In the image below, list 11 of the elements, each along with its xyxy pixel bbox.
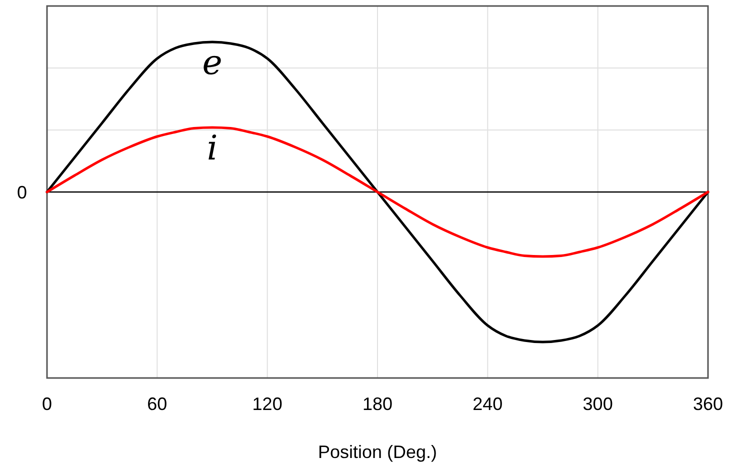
ref-line-label: 0 (16, 182, 28, 202)
series-label: i (206, 128, 218, 168)
x-tick-label: 60 (147, 394, 168, 414)
x-tick-label: 0 (42, 394, 52, 414)
x-tick-label: 120 (252, 394, 282, 414)
x-tick-label: 240 (472, 394, 503, 414)
x-tick-label: 180 (362, 394, 393, 414)
x-tick-label: 300 (582, 394, 613, 414)
x-tick-label: 360 (692, 394, 724, 414)
series-label: e (202, 43, 222, 83)
x-axis-title: Position (Deg.) (318, 442, 438, 462)
